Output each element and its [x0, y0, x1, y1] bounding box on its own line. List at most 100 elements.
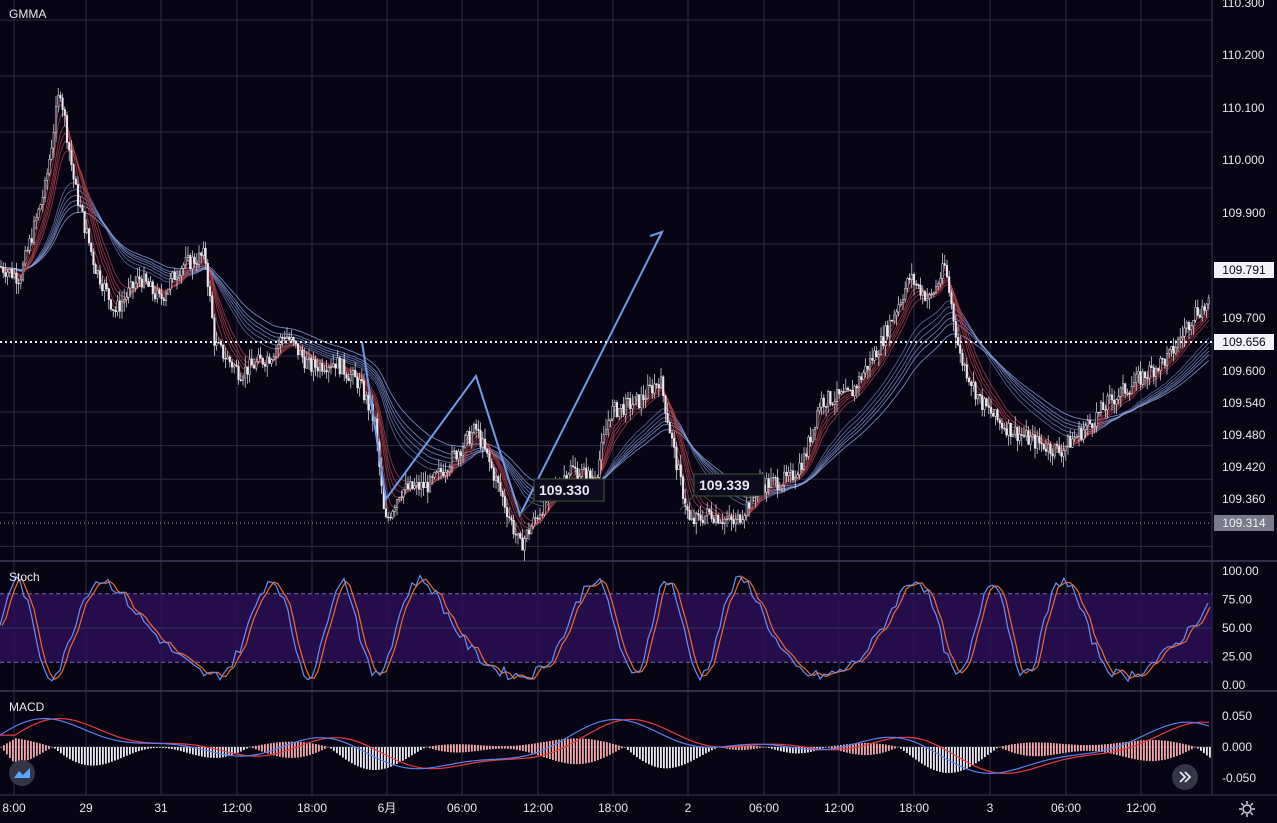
macd-hist-bar: [912, 747, 914, 758]
macd-hist-bar: [1080, 744, 1082, 752]
candle-body: [1143, 371, 1147, 379]
candle-body: [85, 228, 88, 233]
macd-hist-bar: [66, 747, 68, 758]
candle-body: [816, 410, 819, 428]
candle-body: [160, 293, 163, 299]
candle-body: [838, 389, 841, 395]
macd-hist-bar: [54, 747, 56, 749]
candle-body: [1115, 399, 1118, 405]
macd-hist-bar: [981, 747, 983, 760]
macd-hist-bar: [51, 746, 53, 748]
candle-body: [598, 459, 601, 478]
candle-body: [985, 398, 988, 407]
gear-icon[interactable]: [1238, 800, 1256, 818]
candle-body: [989, 407, 993, 414]
macd-hist-bar: [690, 747, 692, 762]
macd-hist-bar: [270, 743, 272, 755]
candle-body: [1042, 443, 1045, 450]
candle-body: [1185, 322, 1188, 329]
candle-body: [765, 478, 768, 493]
macd-hist-bar: [894, 746, 896, 749]
candle-body: [356, 376, 359, 389]
candle-body: [1084, 425, 1087, 430]
macd-hist-bar: [579, 738, 581, 765]
macd-hist-bar: [1164, 740, 1166, 760]
macd-hist-bar: [387, 747, 389, 768]
macd-hist-bar: [1143, 740, 1145, 761]
candle-body: [323, 370, 326, 372]
candle-body: [948, 276, 951, 293]
macd-hist-bar: [744, 745, 746, 750]
candle-body: [1179, 337, 1182, 340]
chart-logo-icon[interactable]: [9, 760, 35, 786]
candle-body: [915, 284, 918, 286]
candle-body: [934, 285, 938, 294]
macd-hist-bar: [573, 738, 575, 765]
macd-hist-bar: [180, 747, 182, 752]
candle-body: [1102, 402, 1105, 410]
candle-body: [499, 482, 502, 492]
candle-body: [862, 372, 865, 380]
candle-body: [930, 293, 933, 296]
trend-drawings[interactable]: 109.330 109.339: [361, 230, 765, 518]
candle-body: [118, 300, 121, 312]
macd-hist-bar: [711, 747, 713, 751]
pane-title-macd: MACD: [9, 700, 45, 714]
macd-hist-bar: [321, 745, 323, 751]
candle-body: [325, 370, 328, 373]
candle-body: [138, 276, 141, 280]
candle-body: [490, 461, 493, 468]
macd-hist-bar: [975, 747, 977, 764]
candle-body: [358, 379, 361, 389]
candle-body: [336, 357, 339, 369]
macd-hist-bar: [672, 747, 674, 768]
candle-body: [741, 519, 744, 524]
candle-body: [54, 105, 58, 133]
macd-hist-bar: [984, 747, 986, 758]
candle-body: [455, 450, 458, 460]
candle-body: [1044, 448, 1048, 452]
macd-hist-bar: [117, 747, 119, 760]
macd-hist-bar: [828, 746, 830, 748]
macd-hist-bar: [591, 739, 593, 763]
candle-body: [1154, 368, 1158, 377]
price-tag-low: [1214, 515, 1274, 531]
candle-body: [17, 282, 20, 285]
price-label-8: 109.600: [1222, 364, 1266, 378]
candle-body: [976, 394, 979, 400]
macd-hist-bar: [936, 747, 938, 772]
macd-hist-bar: [462, 744, 464, 753]
candle-body: [695, 513, 698, 524]
candle-body: [1099, 402, 1103, 413]
macd-hist-bar: [492, 745, 494, 750]
candle-body: [1139, 371, 1142, 385]
macd-hist-bar: [636, 747, 638, 758]
macd-hist-bar: [1053, 743, 1055, 755]
candle-body: [481, 438, 484, 448]
double-chevron-right-icon[interactable]: [1172, 764, 1198, 790]
macd-hist-bar: [516, 745, 518, 750]
macd-hist-bar: [375, 747, 377, 771]
candle-body: [884, 325, 887, 346]
candle-body: [182, 264, 185, 269]
candle-body: [774, 476, 777, 479]
macd-hist-bar: [447, 744, 449, 753]
candle-body: [736, 514, 740, 520]
macd-hist-bar: [417, 747, 419, 752]
time-tick-0: 8:00: [2, 801, 26, 815]
candle-body: [112, 308, 115, 311]
candle-body: [514, 533, 517, 536]
candle-body: [83, 211, 86, 233]
candle-body: [780, 485, 784, 490]
candle-body: [4, 272, 7, 277]
price-label-9: 109.540: [1222, 396, 1266, 410]
macd-hist-bar: [1161, 740, 1163, 761]
zigzag-line: [361, 231, 663, 518]
macd-hist-bar: [381, 747, 383, 770]
candle-body: [461, 446, 465, 456]
candle-body: [8, 268, 11, 273]
candle-body: [450, 451, 454, 468]
candle-body: [246, 366, 249, 375]
macd-hist-bar: [993, 747, 995, 751]
